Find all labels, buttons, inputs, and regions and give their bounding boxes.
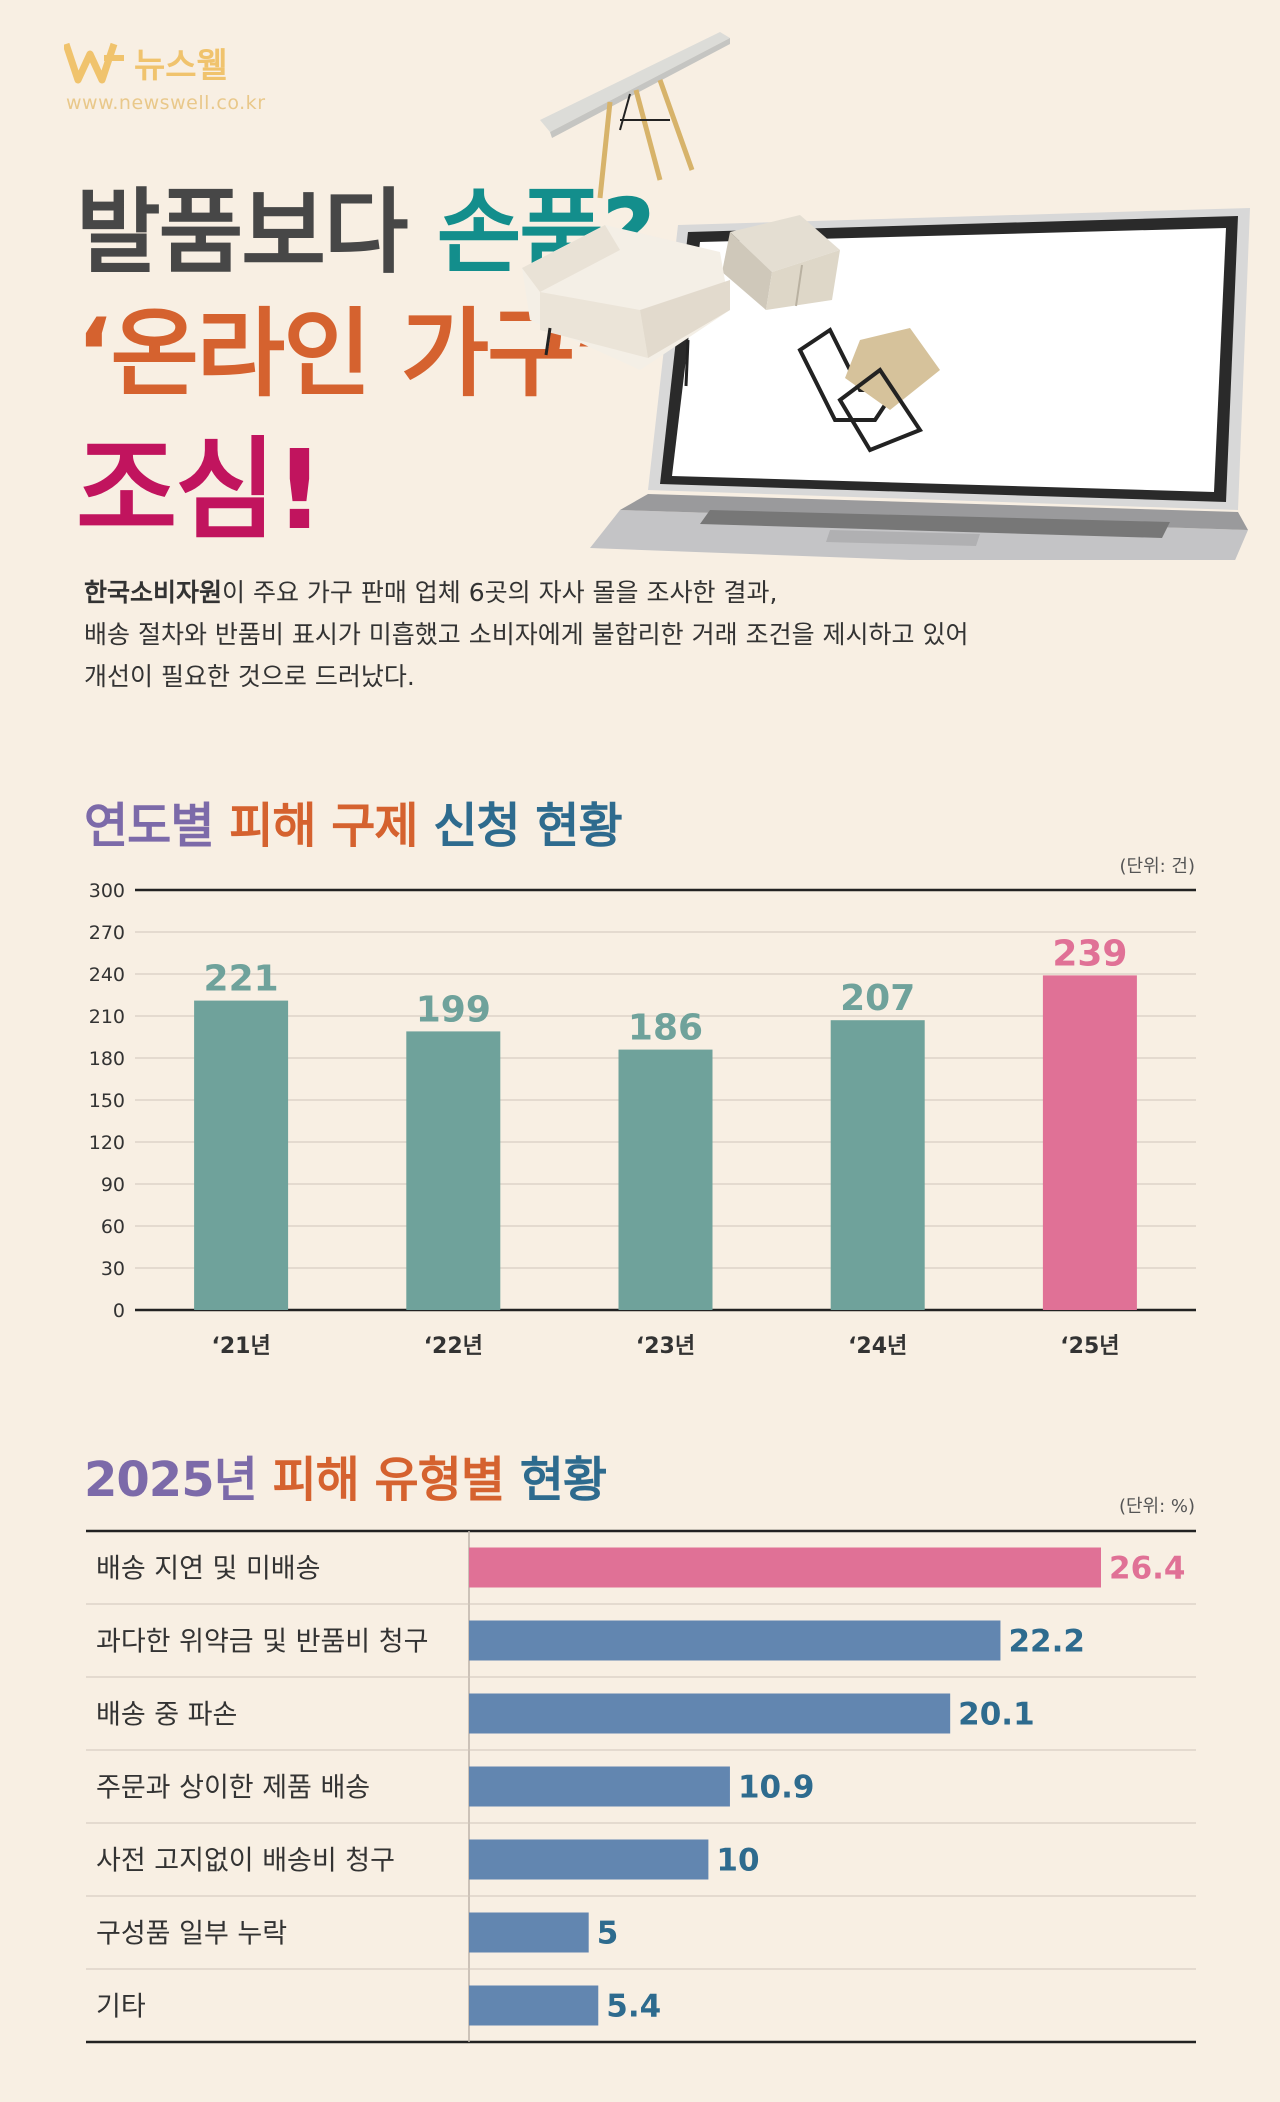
section-2-title-a: 2025년 xyxy=(84,1452,273,1508)
category-label: 주문과 상이한 제품 배송 xyxy=(96,1773,370,1804)
cabinet-icon xyxy=(722,215,840,310)
category-label: 기타 xyxy=(96,1992,146,2023)
bar xyxy=(469,1766,730,1807)
bar-value-label: 239 xyxy=(1052,933,1127,974)
x-tick-label: ‘25년 xyxy=(1060,1334,1119,1359)
y-tick-label: 180 xyxy=(89,1048,125,1070)
bar-value-label: 5.4 xyxy=(606,1989,661,2025)
table-icon xyxy=(540,32,730,199)
brand-name: 뉴스웰 xyxy=(134,46,228,86)
bar xyxy=(830,1020,925,1310)
bar xyxy=(469,1912,589,1953)
bar-value-label: 20.1 xyxy=(958,1697,1035,1733)
y-tick-label: 60 xyxy=(101,1216,125,1238)
y-tick-label: 240 xyxy=(89,964,125,986)
bar xyxy=(1042,975,1137,1310)
bar-value-label: 199 xyxy=(416,989,491,1030)
bar xyxy=(194,1000,289,1310)
category-label: 과다한 위약금 및 반품비 청구 xyxy=(96,1627,428,1658)
bar xyxy=(469,1620,1001,1661)
laptop-icon xyxy=(590,208,1250,560)
brand-url: www.newswell.co.kr xyxy=(66,92,266,114)
y-tick-label: 30 xyxy=(101,1258,125,1280)
category-label: 배송 중 파손 xyxy=(96,1700,237,1731)
y-tick-label: 120 xyxy=(89,1132,125,1154)
intro-line-2: 배송 절차와 반품비 표시가 미흡했고 소비자에게 불합리한 거래 조건을 제시… xyxy=(84,620,969,649)
intro-line-1-rest: 이 주요 가구 판매 업체 6곳의 자사 몰을 조사한 결과, xyxy=(222,578,778,607)
intro-source: 한국소비자원 xyxy=(84,578,223,607)
y-tick-label: 150 xyxy=(89,1090,125,1112)
y-tick-label: 0 xyxy=(113,1300,125,1322)
bar xyxy=(469,1547,1101,1588)
bar-value-label: 221 xyxy=(204,959,279,1000)
bar xyxy=(618,1049,713,1310)
bar xyxy=(406,1031,501,1310)
section-1-title-c: 신청 현황 xyxy=(433,798,622,854)
intro-paragraph: 한국소비자원이 주요 가구 판매 업체 6곳의 자사 몰을 조사한 결과, 배송… xyxy=(84,572,1084,698)
bar xyxy=(469,1985,599,2026)
y-tick-label: 300 xyxy=(89,880,125,902)
section-1-unit: (단위: 건) xyxy=(1119,856,1195,877)
furniture-laptop-illustration xyxy=(522,32,1250,560)
hero-line-3: 조심! xyxy=(76,426,325,554)
section-2-title-b: 피해 유형별 xyxy=(272,1452,520,1508)
category-label: 사전 고지없이 배송비 청구 xyxy=(96,1846,395,1877)
bar-value-label: 10 xyxy=(716,1843,759,1879)
bar-value-label: 186 xyxy=(628,1008,703,1049)
sofa-icon xyxy=(522,225,730,387)
bar-value-label: 10.9 xyxy=(738,1770,815,1806)
bar-value-label: 207 xyxy=(840,978,915,1019)
section-2-title: 2025년 피해 유형별 현황 xyxy=(84,1440,607,1510)
bar-value-label: 22.2 xyxy=(1008,1624,1085,1660)
section-2-unit: (단위: %) xyxy=(1118,1496,1195,1517)
bar-value-label: 26.4 xyxy=(1109,1551,1186,1587)
section-1-title: 연도별 피해 구제 신청 현황 xyxy=(84,786,623,856)
bar-value-label: 5 xyxy=(597,1916,619,1952)
y-tick-label: 90 xyxy=(101,1174,125,1196)
x-tick-label: ‘23년 xyxy=(636,1334,695,1359)
y-tick-label: 210 xyxy=(89,1006,125,1028)
section-1-title-b: 피해 구제 xyxy=(229,798,434,854)
intro-line-3: 개선이 필요한 것으로 드러났다. xyxy=(84,662,415,691)
y-tick-label: 270 xyxy=(89,922,125,944)
brand-mark-icon xyxy=(64,42,124,84)
section-2-title-c: 현황 xyxy=(519,1452,607,1508)
intro-line-1: 한국소비자원이 주요 가구 판매 업체 6곳의 자사 몰을 조사한 결과, xyxy=(84,572,1084,614)
bar xyxy=(469,1839,709,1880)
bar xyxy=(469,1693,951,1734)
category-label: 배송 지연 및 미배송 xyxy=(96,1554,320,1585)
x-tick-label: ‘24년 xyxy=(848,1334,907,1359)
hero-line-1-part-1: 발품보다 xyxy=(76,179,437,286)
lounge-chair-icon xyxy=(797,327,940,453)
category-label: 구성품 일부 누락 xyxy=(96,1919,287,1950)
x-tick-label: ‘22년 xyxy=(424,1334,483,1359)
hero-line-2: ‘온라인 가구’ xyxy=(76,298,610,410)
x-tick-label: ‘21년 xyxy=(211,1334,270,1359)
section-1-title-a: 연도별 xyxy=(84,798,230,854)
